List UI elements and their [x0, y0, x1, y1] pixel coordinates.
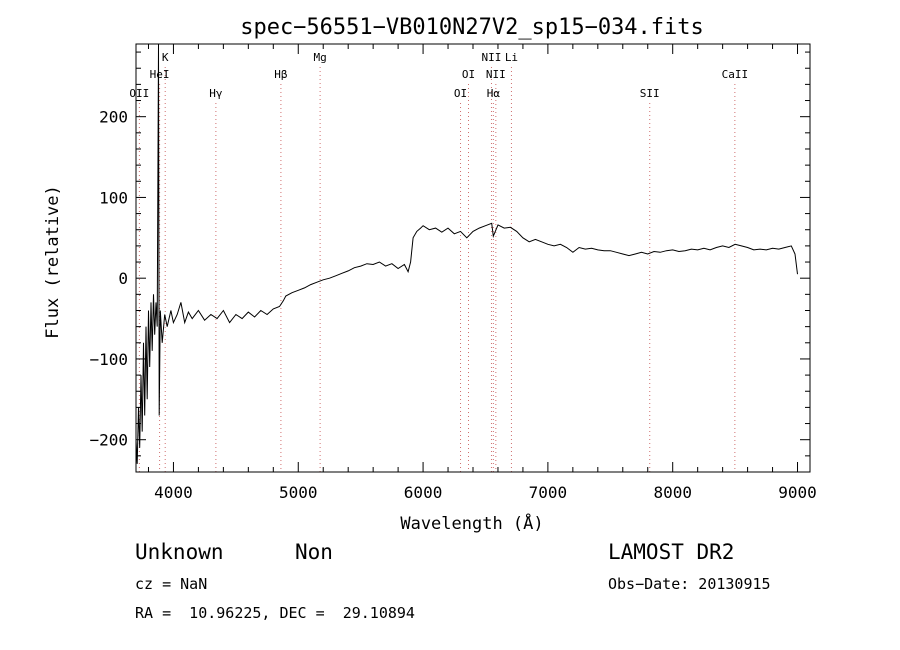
- x-tick-label: 8000: [653, 483, 692, 502]
- emission-line-label: Li: [505, 51, 518, 64]
- emission-line-label: NII: [482, 51, 502, 64]
- survey-name: LAMOST DR2: [608, 540, 735, 564]
- observation-date: Obs−Date: 20130915: [608, 575, 771, 593]
- emission-line-label: CaII: [722, 68, 749, 81]
- redshift-value: cz = NaN: [135, 575, 208, 593]
- emission-line-markers: [138, 67, 736, 472]
- emission-line-label: OI: [454, 87, 467, 100]
- y-tick-label: 0: [118, 269, 128, 288]
- spectral-subclass: Non: [295, 540, 333, 564]
- emission-line-label: OI: [462, 68, 475, 81]
- chart-title: spec−56551−VB010N27V2_sp15−034.fits: [240, 15, 704, 40]
- y-tick-label: 100: [99, 188, 128, 207]
- emission-line-label: Mg: [313, 51, 326, 64]
- x-axis-ticks: 4000 5000 6000 7000 8000 9000: [147, 44, 817, 502]
- emission-line-label: Hα: [487, 87, 501, 100]
- emission-line-label: OII: [129, 87, 149, 100]
- emission-line-label: Hβ: [274, 68, 288, 81]
- emission-line-label: NII: [486, 68, 506, 81]
- y-axis-ticks: 200 100 0 −100 −200: [89, 51, 810, 457]
- x-tick-label: 4000: [154, 483, 193, 502]
- coordinates: RA = 10.96225, DEC = 29.10894: [135, 604, 415, 622]
- x-tick-label: 9000: [778, 483, 817, 502]
- plot-frame: [135, 43, 811, 473]
- spectral-class: Unknown: [135, 540, 224, 564]
- y-tick-label: −100: [89, 350, 128, 369]
- emission-line-label: Hγ: [209, 87, 223, 100]
- y-axis-label: Flux (relative): [43, 185, 63, 339]
- emission-line-labels: OII K HeI Hγ Hβ Mg OI OI NII NII Hα Li SII CaII: [129, 51, 748, 100]
- emission-line-label: K: [162, 51, 169, 64]
- x-axis-label: Wavelength (Å): [400, 512, 543, 534]
- x-tick-label: 6000: [404, 483, 443, 502]
- emission-line-label: HeI: [150, 68, 170, 81]
- emission-line-label: SII: [640, 87, 660, 100]
- y-tick-label: −200: [89, 431, 128, 450]
- y-tick-label: 200: [99, 108, 128, 127]
- x-tick-label: 7000: [529, 483, 568, 502]
- x-tick-label: 5000: [279, 483, 318, 502]
- spectrum-series: [135, 43, 798, 464]
